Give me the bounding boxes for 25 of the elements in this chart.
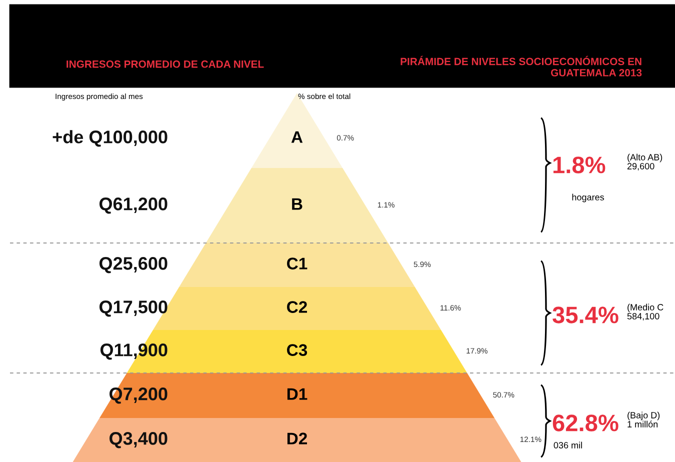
category-label: D2 bbox=[287, 432, 307, 444]
text: (Bajo D) bbox=[628, 412, 660, 420]
text: 35.4% bbox=[552, 306, 618, 324]
text: 62.8% bbox=[552, 414, 618, 432]
category-label: C2 bbox=[287, 301, 307, 313]
text: 1.8% bbox=[553, 156, 606, 174]
text: 036 mil bbox=[554, 442, 582, 448]
text: Q25,600 bbox=[99, 257, 168, 274]
category-label: C1 bbox=[287, 258, 308, 270]
category-label: B bbox=[292, 198, 302, 210]
text: (Alto AB) bbox=[628, 154, 662, 162]
text: Q17,500 bbox=[99, 300, 168, 317]
text: INGRESOS PROMEDIO DE CADA NIVEL bbox=[66, 60, 264, 68]
text: 584,100 bbox=[627, 313, 660, 320]
text: (Medio C bbox=[628, 304, 664, 312]
category-label: A bbox=[291, 131, 303, 143]
text: Q61,200 bbox=[99, 198, 168, 214]
text: hogares bbox=[572, 194, 604, 202]
text: 1 millón bbox=[628, 420, 658, 428]
text: +de Q100,000 bbox=[52, 130, 168, 147]
text: 29,600 bbox=[627, 163, 654, 170]
text: Q3,400 bbox=[110, 432, 168, 448]
category-label: D1 bbox=[287, 388, 308, 400]
category-label: C3 bbox=[287, 344, 308, 356]
text: PIRÁMIDE DE NIVELES SOCIOECONÓMICOS EN GUATEMALA 2013 bbox=[400, 56, 642, 76]
